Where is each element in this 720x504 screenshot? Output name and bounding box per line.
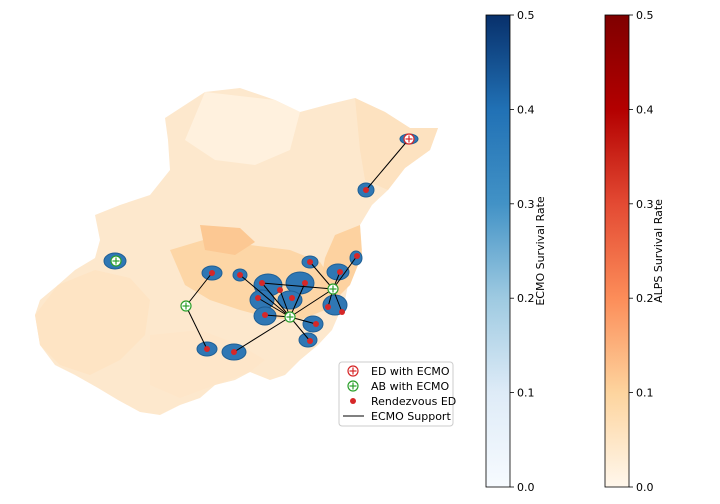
rendezvous-ed (339, 309, 345, 315)
rendezvous-ed (259, 280, 265, 286)
rendezvous-ed (363, 187, 369, 193)
ab-with-ecmo-marker (111, 256, 121, 266)
legend-label-support: ECMO Support (371, 410, 451, 423)
ab-with-ecmo-marker (328, 284, 338, 294)
colorbar-alps-ticks: 0.0 0.1 0.2 0.3 0.4 0.5 (629, 9, 654, 494)
rendezvous-ed (231, 349, 237, 355)
rendezvous-ed (204, 346, 210, 352)
colorbar-tick-label: 0.0 (636, 481, 654, 494)
legend-marker-rendezvous (350, 398, 356, 404)
rendezvous-ed (337, 269, 343, 275)
colorbar-alps-gradient (605, 15, 629, 487)
colorbar-tick-label: 0.2 (636, 292, 654, 305)
ed-with-ecmo-marker (404, 134, 414, 144)
rendezvous-ed (277, 287, 283, 293)
colorbar-tick-label: 0.1 (636, 387, 654, 400)
colorbar-tick-label: 0.2 (517, 292, 535, 305)
colorbar-tick-label: 0.5 (517, 9, 535, 22)
rendezvous-ed (307, 338, 313, 344)
rendezvous-ed (237, 272, 243, 278)
colorbar-alps-label: ALPS Survival Rate (652, 199, 665, 303)
rendezvous-ed (313, 321, 319, 327)
colorbar-ecmo-ticks: 0.0 0.1 0.2 0.3 0.4 0.5 (510, 9, 535, 494)
ab-with-ecmo-marker (285, 312, 295, 322)
rendezvous-ed (255, 295, 261, 301)
legend-label-rendezvous: Rendezvous ED (371, 395, 456, 408)
legend-marker-ab-ecmo (348, 381, 358, 391)
colorbar-ecmo-gradient (486, 15, 510, 487)
rendezvous-ed (289, 295, 295, 301)
legend-marker-ed-ecmo (348, 366, 358, 376)
ab-with-ecmo-marker (181, 301, 191, 311)
colorbar-tick-label: 0.3 (636, 198, 654, 211)
rendezvous-ed (262, 312, 268, 318)
colorbar-alps: 0.0 0.1 0.2 0.3 0.4 0.5 ALPS Survival Rate (605, 9, 665, 494)
colorbar-tick-label: 0.5 (636, 9, 654, 22)
region-northeast (355, 98, 438, 190)
rendezvous-ed (307, 259, 313, 265)
legend-label-ed-ecmo: ED with ECMO (371, 365, 450, 378)
colorbar-tick-label: 0.0 (517, 481, 535, 494)
colorbar-tick-label: 0.4 (517, 103, 535, 116)
colorbar-tick-label: 0.1 (517, 387, 535, 400)
rendezvous-ed (325, 304, 331, 310)
rendezvous-ed (354, 253, 360, 259)
legend: ED with ECMO AB with ECMO Rendezvous ED … (339, 362, 456, 426)
colorbar-tick-label: 0.4 (636, 103, 654, 116)
rendezvous-ed (209, 270, 215, 276)
legend-label-ab-ecmo: AB with ECMO (371, 380, 450, 393)
colorbar-ecmo: 0.0 0.1 0.2 0.3 0.4 0.5 ECMO Survival Rate (486, 9, 547, 494)
rendezvous-ed (302, 280, 308, 286)
colorbar-ecmo-label: ECMO Survival Rate (534, 196, 547, 306)
colorbar-tick-label: 0.3 (517, 198, 535, 211)
